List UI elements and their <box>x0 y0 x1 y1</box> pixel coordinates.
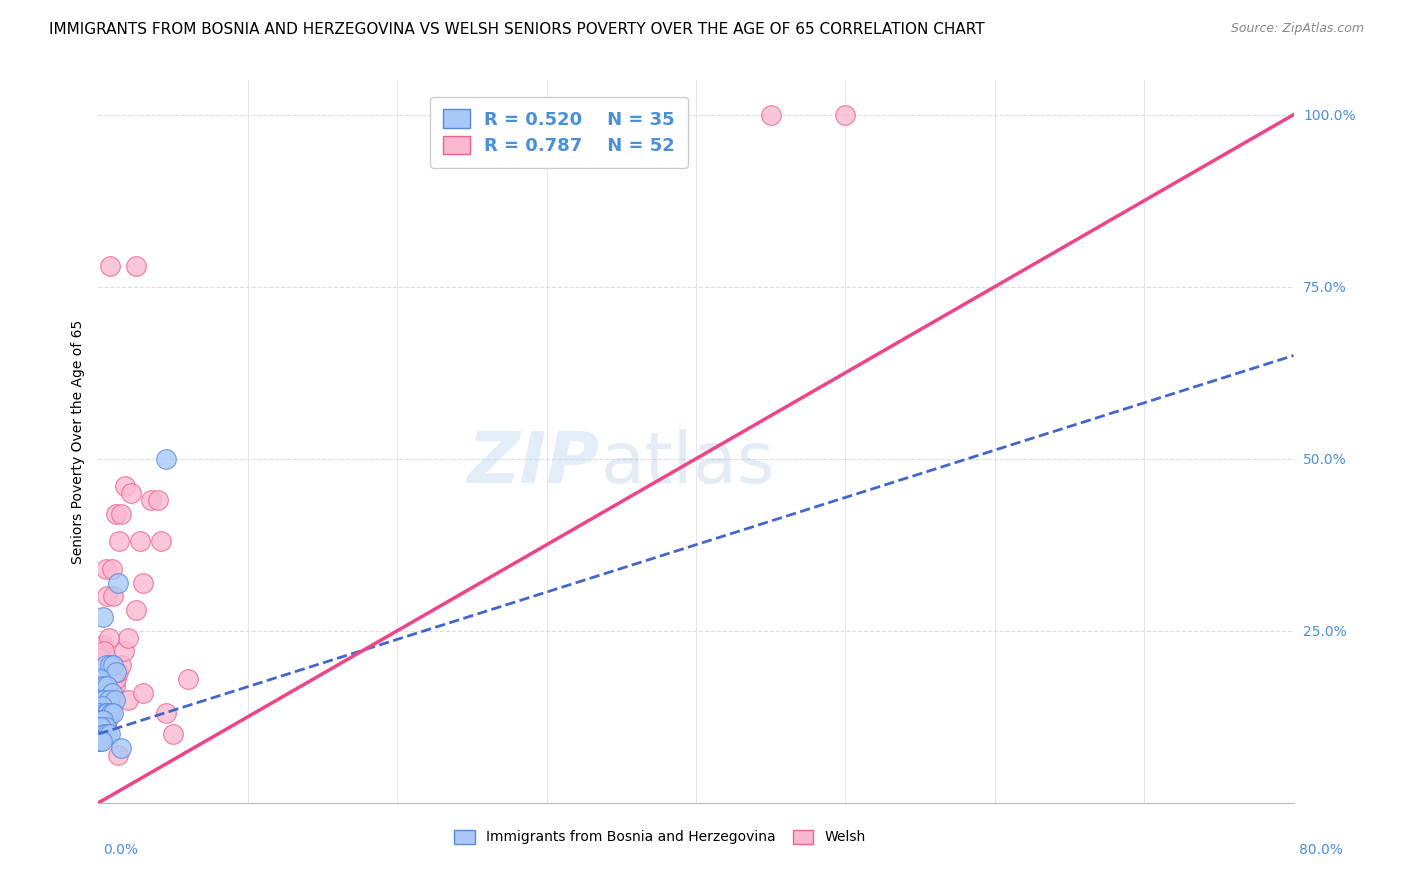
Point <box>150 534 173 549</box>
Point <box>105 665 128 679</box>
Point <box>110 658 132 673</box>
Point <box>110 507 132 521</box>
Point <box>101 692 124 706</box>
Point <box>155 706 177 721</box>
Point <box>97 692 120 706</box>
Point <box>104 679 127 693</box>
Point <box>155 451 177 466</box>
Point <box>98 727 122 741</box>
Point <box>98 658 122 673</box>
Point <box>90 679 112 693</box>
Point <box>96 727 118 741</box>
Point <box>93 679 115 693</box>
Point <box>90 713 112 727</box>
Point <box>96 679 118 693</box>
Point <box>125 259 148 273</box>
Text: 80.0%: 80.0% <box>1299 843 1343 857</box>
Point <box>759 108 782 122</box>
Point <box>89 713 111 727</box>
Point <box>91 638 114 652</box>
Point <box>94 562 117 576</box>
Point <box>90 727 112 741</box>
Point <box>89 734 111 748</box>
Point <box>148 493 170 508</box>
Point <box>108 534 131 549</box>
Point <box>93 644 115 658</box>
Point <box>91 727 114 741</box>
Point <box>132 686 155 700</box>
Point <box>107 665 129 679</box>
Point <box>107 747 129 762</box>
Point <box>177 672 200 686</box>
Point <box>89 706 111 721</box>
Point <box>91 727 114 741</box>
Point <box>100 706 122 721</box>
Point <box>90 692 112 706</box>
Point <box>94 720 117 734</box>
Text: Source: ZipAtlas.com: Source: ZipAtlas.com <box>1230 22 1364 36</box>
Point <box>132 575 155 590</box>
Point <box>105 507 128 521</box>
Point <box>117 631 139 645</box>
Point <box>93 727 115 741</box>
Point <box>94 720 117 734</box>
Point <box>93 720 115 734</box>
Point <box>125 603 148 617</box>
Point <box>104 692 127 706</box>
Point <box>96 713 118 727</box>
Point <box>93 720 115 734</box>
Point <box>94 706 117 721</box>
Point <box>101 686 124 700</box>
Point <box>91 699 114 714</box>
Point <box>97 706 120 721</box>
Point <box>110 740 132 755</box>
Point <box>89 734 111 748</box>
Point <box>105 672 128 686</box>
Point <box>97 631 120 645</box>
Point <box>93 692 115 706</box>
Point <box>89 727 111 741</box>
Point <box>96 590 118 604</box>
Text: atlas: atlas <box>600 429 775 498</box>
Point <box>90 651 112 665</box>
Point <box>89 672 111 686</box>
Point <box>103 658 125 673</box>
Point <box>91 713 114 727</box>
Point <box>120 486 142 500</box>
Point <box>94 658 117 673</box>
Point <box>101 706 124 721</box>
Point <box>97 706 120 721</box>
Point <box>112 644 135 658</box>
Point <box>89 720 111 734</box>
Point <box>162 727 184 741</box>
Point <box>114 479 136 493</box>
Text: IMMIGRANTS FROM BOSNIA AND HERZEGOVINA VS WELSH SENIORS POVERTY OVER THE AGE OF : IMMIGRANTS FROM BOSNIA AND HERZEGOVINA V… <box>49 22 984 37</box>
Y-axis label: Seniors Poverty Over the Age of 65: Seniors Poverty Over the Age of 65 <box>70 319 84 564</box>
Point <box>139 493 162 508</box>
Point <box>107 575 129 590</box>
Point <box>834 108 856 122</box>
Point <box>90 727 112 741</box>
Point <box>103 590 125 604</box>
Point <box>129 534 152 549</box>
Point <box>117 692 139 706</box>
Point <box>90 720 112 734</box>
Text: 0.0%: 0.0% <box>103 843 138 857</box>
Point <box>98 699 121 714</box>
Point <box>96 713 118 727</box>
Legend: Immigrants from Bosnia and Herzegovina, Welsh: Immigrants from Bosnia and Herzegovina, … <box>449 824 872 850</box>
Point <box>98 259 122 273</box>
Point <box>91 734 114 748</box>
Point <box>103 686 125 700</box>
Point <box>101 562 124 576</box>
Point <box>98 699 122 714</box>
Point <box>94 720 117 734</box>
Point <box>91 610 114 624</box>
Text: ZIP: ZIP <box>468 429 600 498</box>
Point <box>96 706 118 721</box>
